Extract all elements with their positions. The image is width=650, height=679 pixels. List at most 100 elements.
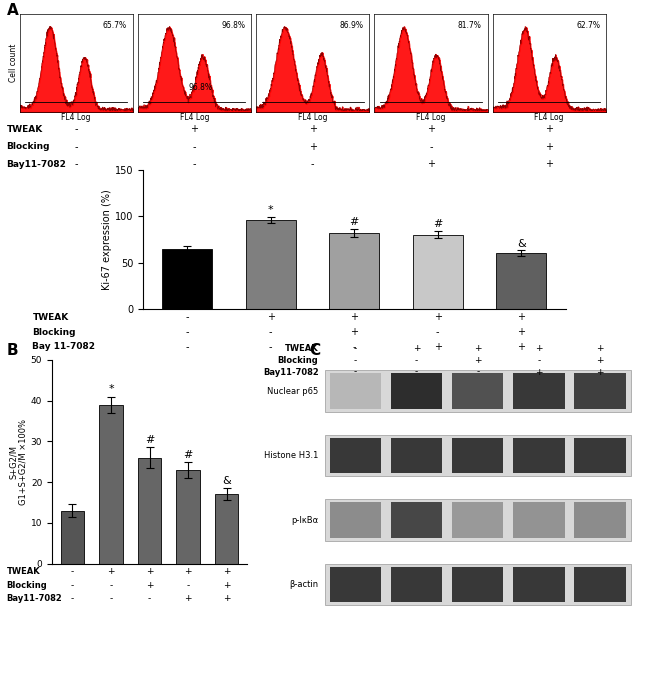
Text: +: + xyxy=(596,344,604,353)
Text: -: - xyxy=(352,342,356,352)
Text: +: + xyxy=(545,142,553,151)
Text: 86.9%: 86.9% xyxy=(339,22,363,31)
Bar xyxy=(162,249,213,309)
X-axis label: FL4 Log: FL4 Log xyxy=(416,113,446,122)
Text: +: + xyxy=(427,160,435,169)
Text: &: & xyxy=(222,476,231,486)
Text: Bay11-7082: Bay11-7082 xyxy=(263,367,318,377)
Text: -: - xyxy=(311,160,315,169)
Text: 62.7%: 62.7% xyxy=(576,22,600,31)
Text: TWEAK: TWEAK xyxy=(6,124,43,134)
Text: +: + xyxy=(427,124,435,134)
X-axis label: FL4 Log: FL4 Log xyxy=(61,113,91,122)
Text: Histone H3.1: Histone H3.1 xyxy=(264,451,318,460)
Bar xyxy=(496,253,546,309)
Text: Blocking: Blocking xyxy=(278,356,318,365)
Text: -: - xyxy=(354,356,358,365)
Text: Blocking: Blocking xyxy=(6,581,47,590)
Text: -: - xyxy=(354,344,358,353)
Text: -: - xyxy=(192,160,196,169)
Text: TWEAK: TWEAK xyxy=(285,344,318,353)
Text: -: - xyxy=(269,342,272,352)
Y-axis label: Cell count: Cell count xyxy=(9,43,18,82)
Text: +: + xyxy=(434,312,442,322)
Text: B: B xyxy=(6,343,18,358)
Text: -: - xyxy=(436,327,439,337)
Text: &: & xyxy=(517,238,526,249)
Bar xyxy=(329,233,380,309)
Bar xyxy=(215,494,238,564)
Text: -: - xyxy=(185,327,189,337)
Text: +: + xyxy=(266,312,275,322)
Text: #: # xyxy=(350,217,359,227)
Text: +: + xyxy=(223,581,230,590)
Text: -: - xyxy=(415,356,419,365)
Bar xyxy=(99,405,122,564)
Text: +: + xyxy=(596,367,604,377)
Text: -: - xyxy=(71,581,74,590)
Text: *: * xyxy=(108,384,114,394)
Text: +: + xyxy=(474,344,482,353)
Text: Blocking: Blocking xyxy=(32,327,76,337)
Text: Bay11-7082: Bay11-7082 xyxy=(6,160,66,169)
Text: Bay 11-7082: Bay 11-7082 xyxy=(32,342,96,352)
Text: #: # xyxy=(145,435,154,445)
Text: -: - xyxy=(109,594,112,604)
Text: +: + xyxy=(413,344,421,353)
Text: -: - xyxy=(187,581,190,590)
Text: #: # xyxy=(433,219,443,229)
X-axis label: FL4 Log: FL4 Log xyxy=(534,113,564,122)
Text: -: - xyxy=(148,594,151,604)
Text: p-IκBα: p-IκBα xyxy=(291,515,318,525)
Text: +: + xyxy=(350,312,358,322)
Text: -: - xyxy=(74,124,78,134)
Text: +: + xyxy=(474,356,482,365)
Text: -: - xyxy=(71,567,74,576)
Text: -: - xyxy=(71,594,74,604)
Text: +: + xyxy=(107,567,114,576)
Y-axis label: S+G2/M
G1+S+G2/M ×100%: S+G2/M G1+S+G2/M ×100% xyxy=(8,419,28,504)
Text: -: - xyxy=(74,160,78,169)
Text: -: - xyxy=(537,356,541,365)
Text: -: - xyxy=(415,367,419,377)
Text: -: - xyxy=(429,142,433,151)
Text: +: + xyxy=(517,312,525,322)
X-axis label: FL4 Log: FL4 Log xyxy=(179,113,209,122)
Text: #: # xyxy=(183,449,193,460)
Bar xyxy=(246,220,296,309)
Text: Bay11-7082: Bay11-7082 xyxy=(6,594,62,604)
Bar xyxy=(413,235,463,309)
Text: +: + xyxy=(535,344,543,353)
Text: +: + xyxy=(535,367,543,377)
Text: +: + xyxy=(185,594,192,604)
Text: +: + xyxy=(309,124,317,134)
Text: -: - xyxy=(109,581,112,590)
Text: TWEAK: TWEAK xyxy=(32,312,69,322)
Text: +: + xyxy=(434,342,442,352)
Y-axis label: Ki-67 expression (%): Ki-67 expression (%) xyxy=(102,189,112,290)
Text: *: * xyxy=(268,205,274,215)
Text: -: - xyxy=(269,327,272,337)
Text: +: + xyxy=(545,124,553,134)
Text: +: + xyxy=(223,567,230,576)
X-axis label: FL4 Log: FL4 Log xyxy=(298,113,328,122)
Text: TWEAK: TWEAK xyxy=(6,567,40,576)
Text: +: + xyxy=(350,327,358,337)
Text: -: - xyxy=(354,367,358,377)
Text: +: + xyxy=(223,594,230,604)
Text: Nuclear p65: Nuclear p65 xyxy=(267,386,318,396)
Text: 96.8%: 96.8% xyxy=(221,22,245,31)
Text: A: A xyxy=(6,3,18,18)
Text: -: - xyxy=(192,142,196,151)
Text: +: + xyxy=(545,160,553,169)
Text: +: + xyxy=(146,581,153,590)
Text: +: + xyxy=(185,567,192,576)
Bar xyxy=(138,458,161,564)
Text: +: + xyxy=(517,327,525,337)
Text: -: - xyxy=(185,312,189,322)
Text: -: - xyxy=(74,142,78,151)
Text: 96.8%: 96.8% xyxy=(188,83,212,92)
Bar xyxy=(61,511,84,564)
Bar xyxy=(177,470,200,564)
Text: +: + xyxy=(190,124,198,134)
